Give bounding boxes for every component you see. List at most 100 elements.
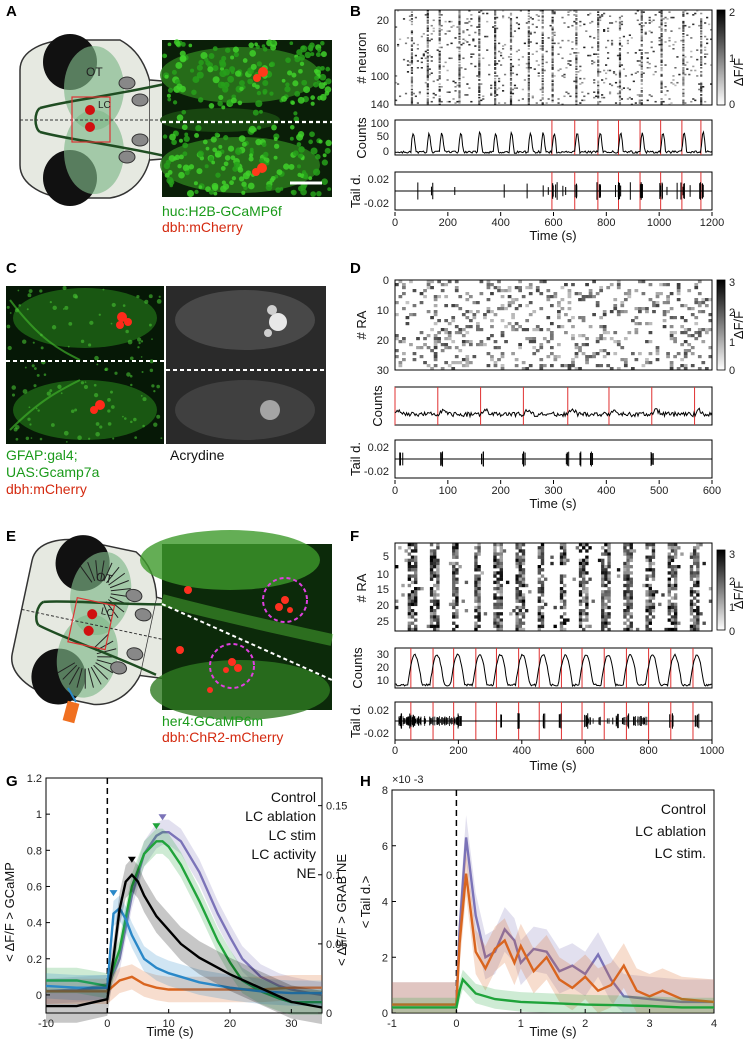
svg-text:1200: 1200	[700, 217, 724, 229]
g-legend-1: LC ablation	[245, 808, 316, 824]
b-counts-ytick-2: 0	[383, 146, 389, 158]
glia-dots-c	[6, 286, 163, 443]
b-raster-ylabel: # neuron	[354, 32, 369, 83]
g-ytick-left-0: 0	[36, 990, 42, 1002]
b-ytick-0: 20	[377, 15, 389, 27]
d-tail-ytick-0: 0.02	[368, 442, 389, 454]
panel-label-c: C	[6, 260, 17, 277]
b-cbar-label: ΔF/F	[731, 58, 746, 86]
d-counts-ylabel: Counts	[370, 385, 385, 427]
b-xlabel: Time (s)	[529, 228, 576, 243]
svg-text:600: 600	[703, 485, 721, 497]
g-line-4	[46, 872, 323, 1009]
panel-label-e: E	[6, 528, 16, 545]
g-xtick-3: 20	[224, 1018, 236, 1030]
g-peak-marker-1	[152, 823, 161, 830]
f-counts-ytick-0: 30	[377, 649, 389, 661]
svg-text:0: 0	[392, 745, 398, 757]
g-peak-marker-2	[127, 856, 136, 863]
g-ytick-left-4: 0.8	[27, 845, 42, 857]
larva-schematic-e: OT LC	[11, 535, 183, 724]
f-raster-ylabel: # RA	[354, 573, 369, 602]
g-ytick-right-3: 0.15	[326, 801, 347, 813]
b-colorbar	[716, 9, 726, 106]
svg-text:300: 300	[544, 485, 562, 497]
d-raster-ylabel: # RA	[354, 310, 369, 339]
g-legend-2: LC stim	[269, 827, 316, 843]
f-counts-ytick-1: 20	[377, 662, 389, 674]
caption-e-green: her4:GCaMP6m	[162, 713, 263, 729]
svg-text:0: 0	[392, 485, 398, 497]
f-ytick-4: 25	[377, 616, 389, 628]
panel-label-a: A	[6, 3, 17, 20]
ot-label-e: OT	[95, 569, 115, 586]
b-cbar-tick-2: 0	[729, 99, 735, 111]
counts-b	[394, 119, 713, 156]
g-ylabel-left: < ΔF/F > GCaMP	[2, 862, 17, 962]
h-xlabel: Time (s)	[529, 1024, 576, 1039]
f-counts-ytick-2: 10	[377, 675, 389, 687]
f-ytick-1: 10	[377, 569, 389, 581]
b-ytick-3: 140	[371, 99, 389, 111]
b-counts-ylabel: Counts	[354, 117, 369, 159]
b-xticks: 0 200 400 600 800 1000 1200	[392, 212, 724, 229]
svg-text:400: 400	[513, 745, 531, 757]
panel-label-f: F	[350, 528, 359, 545]
g-xlabel: Time (s)	[146, 1024, 193, 1039]
raster-d	[394, 279, 713, 371]
svg-text:0: 0	[392, 217, 398, 229]
caption-a-red: dbh:mCherry	[162, 219, 243, 235]
caption-c-gray: Acrydine	[170, 447, 225, 463]
svg-text:100: 100	[439, 485, 457, 497]
h-ytick-3: 6	[382, 841, 388, 853]
lc-label-a: LC	[98, 100, 111, 111]
g-legend-3: LC activity	[251, 846, 316, 862]
h-band-2	[392, 969, 714, 1013]
larva-schematic-a: OT LC	[19, 34, 176, 206]
g-ytick-left-1: 0.2	[27, 954, 42, 966]
svg-text:1000: 1000	[647, 217, 671, 229]
b-cbar-tick-1: 1	[729, 53, 735, 65]
f-tail-ylabel: Tail d.	[348, 704, 363, 738]
h-legend-1: LC ablation	[635, 823, 706, 839]
f-counts-ylabel: Counts	[350, 647, 365, 689]
caption-c-red: dbh:mCherry	[6, 481, 87, 497]
g-band-3	[46, 895, 322, 1006]
b-tail-ytick-0: 0.02	[368, 174, 389, 186]
caption-c-green-1: GFAP:gal4;	[6, 447, 78, 463]
b-counts-ytick-1: 50	[377, 131, 389, 143]
h-line-2	[392, 977, 714, 1009]
panel-label-b: B	[350, 3, 361, 20]
d-cbar-tick-1: 2	[729, 307, 735, 319]
g-ytick-right-1: 0.05	[326, 939, 347, 951]
g-xtick-2: 10	[163, 1018, 175, 1030]
g-xtick-0: -10	[38, 1018, 54, 1030]
chart-g: Control LC ablation LC stim LC activity NE 0 0…	[27, 773, 348, 1030]
h-multiplier: ×10 -3	[392, 774, 424, 786]
d-colorbar	[716, 279, 726, 371]
g-ytick-left-2: 0.4	[27, 918, 42, 930]
h-legend-0: Control	[661, 801, 706, 817]
g-ytick-left-6: 1.2	[27, 773, 42, 785]
svg-text:800: 800	[597, 217, 615, 229]
g-band-4	[46, 858, 322, 1025]
micrograph-e	[140, 530, 334, 720]
panel-label-h: H	[360, 773, 371, 790]
svg-text:400: 400	[597, 485, 615, 497]
f-tail-ytick-1: -0.02	[364, 728, 389, 740]
f-ytick-2: 15	[377, 584, 389, 596]
h-band-1	[392, 851, 714, 1013]
h-line-1	[392, 873, 715, 1006]
d-cbar-tick-3: 0	[729, 365, 735, 377]
g-xtick-1: 0	[104, 1018, 110, 1030]
g-ytick-right-0: 0	[326, 1008, 332, 1020]
svg-text:200: 200	[439, 217, 457, 229]
g-ytick-left-5: 1	[36, 809, 42, 821]
g-line-3	[45, 906, 322, 995]
g-xtick-4: 30	[285, 1018, 297, 1030]
b-ytick-1: 60	[377, 43, 389, 55]
svg-text:200: 200	[449, 745, 467, 757]
h-xtick-1: 0	[453, 1018, 459, 1030]
